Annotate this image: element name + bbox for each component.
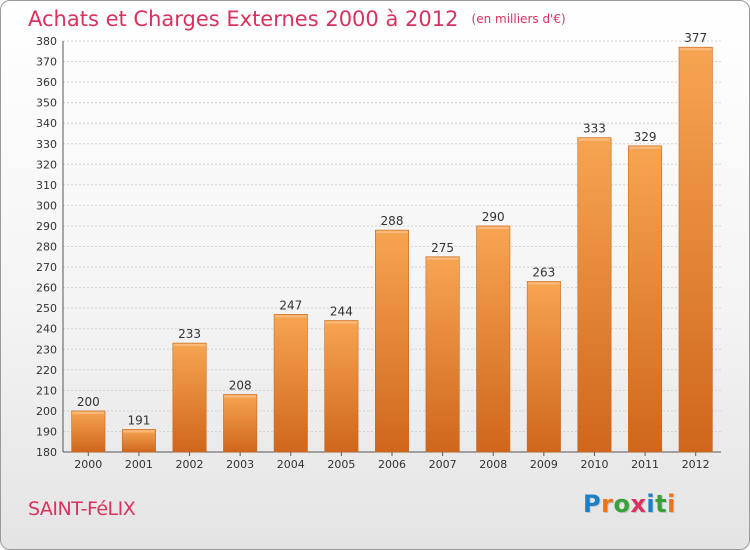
x-tick-label: 2007 [429, 458, 457, 471]
y-tick-label: 320 [36, 158, 57, 171]
y-tick-label: 210 [36, 384, 57, 397]
y-tick-label: 270 [36, 261, 57, 274]
y-tick-label: 360 [36, 76, 57, 89]
bar-highlight [629, 146, 661, 149]
data-labels: 200 191 233 208 247 244 288 275 290 263 333 329 377 [77, 31, 707, 427]
bar [223, 394, 258, 453]
bar [121, 429, 156, 453]
y-tick-label: 180 [36, 446, 57, 459]
bar [678, 46, 713, 453]
bar [172, 342, 207, 453]
bar [425, 256, 460, 453]
bar-highlight [72, 411, 105, 414]
y-tick-label: 370 [36, 56, 57, 69]
x-tick-label: 2001 [125, 458, 153, 471]
y-tick-label: 190 [36, 425, 57, 438]
bar-highlight [528, 282, 560, 285]
data-label: 247 [279, 298, 302, 312]
data-label: 275 [431, 241, 454, 255]
x-tick-label: 2009 [530, 458, 558, 471]
bar-highlight [325, 321, 358, 324]
data-label: 191 [127, 413, 150, 427]
x-tick-label: 2000 [74, 458, 102, 471]
data-label: 290 [482, 210, 505, 224]
bar-highlight [578, 138, 611, 141]
data-label: 329 [634, 130, 657, 144]
bars [71, 46, 713, 453]
bar [628, 145, 663, 453]
bar [526, 281, 561, 453]
x-tick-label: 2004 [277, 458, 305, 471]
y-tick-label: 240 [36, 323, 57, 336]
bar-highlight [123, 430, 155, 433]
x-tick-label: 2010 [580, 458, 608, 471]
bar [273, 314, 308, 453]
bar-highlight [275, 315, 307, 318]
chart-title-row: Achats et Charges Externes 2000 à 2012 (… [28, 7, 566, 31]
bar-highlight [477, 226, 509, 229]
data-label: 244 [330, 304, 353, 318]
y-tick-label: 230 [36, 343, 57, 356]
data-label: 288 [381, 214, 404, 228]
data-label: 333 [583, 122, 606, 136]
logo-letter: x [630, 490, 647, 518]
place-name: SAINT-FéLIX [28, 498, 136, 520]
x-tick-label: 2011 [631, 458, 659, 471]
y-tick-label: 340 [36, 117, 57, 130]
x-tick-label: 2002 [176, 458, 204, 471]
y-tick-label: 330 [36, 138, 57, 151]
y-tick-label: 290 [36, 220, 57, 233]
bar [71, 410, 106, 453]
chart-title: Achats et Charges Externes 2000 à 2012 [28, 7, 459, 31]
y-tick-label: 220 [36, 364, 57, 377]
logo-letter: P [583, 490, 602, 518]
data-label: 377 [684, 31, 707, 45]
bar-highlight [679, 48, 712, 51]
bar-highlight [173, 344, 206, 347]
axes: 180 190 200 210 220 230 240 250 260 270 280 290 300 3… [36, 35, 721, 471]
bar [324, 320, 359, 453]
y-tick-label: 300 [36, 199, 57, 212]
x-tick-label: 2008 [479, 458, 507, 471]
logo-letter: i [667, 490, 676, 518]
logo-letter: r [601, 490, 614, 518]
bar-highlight [376, 231, 408, 234]
y-tick-label: 280 [36, 241, 57, 254]
logo-letter: o [613, 490, 631, 518]
y-tick-label: 200 [36, 405, 57, 418]
y-tick-label: 310 [36, 179, 57, 192]
y-tick-label: 250 [36, 302, 57, 315]
y-tick-label: 260 [36, 282, 57, 295]
x-tick-label: 2005 [327, 458, 355, 471]
x-tick-label: 2012 [682, 458, 710, 471]
data-label: 233 [178, 327, 201, 341]
chart-subtitle: (en milliers d'€) [471, 12, 566, 26]
bar-highlight [426, 257, 459, 260]
data-label: 263 [532, 265, 555, 279]
logo-letter: t [655, 490, 668, 518]
x-tick-label: 2003 [226, 458, 254, 471]
bar-highlight [224, 395, 256, 398]
bar [577, 137, 612, 453]
data-label: 200 [77, 395, 100, 409]
bar [476, 225, 511, 453]
logo-letter: i [646, 490, 656, 518]
y-tick-label: 350 [36, 97, 57, 110]
bar [374, 229, 410, 453]
x-tick-label: 2006 [378, 458, 406, 471]
proxiti-logo: Proxiti [583, 490, 676, 518]
y-tick-label: 380 [36, 35, 57, 48]
data-label: 208 [229, 378, 252, 392]
